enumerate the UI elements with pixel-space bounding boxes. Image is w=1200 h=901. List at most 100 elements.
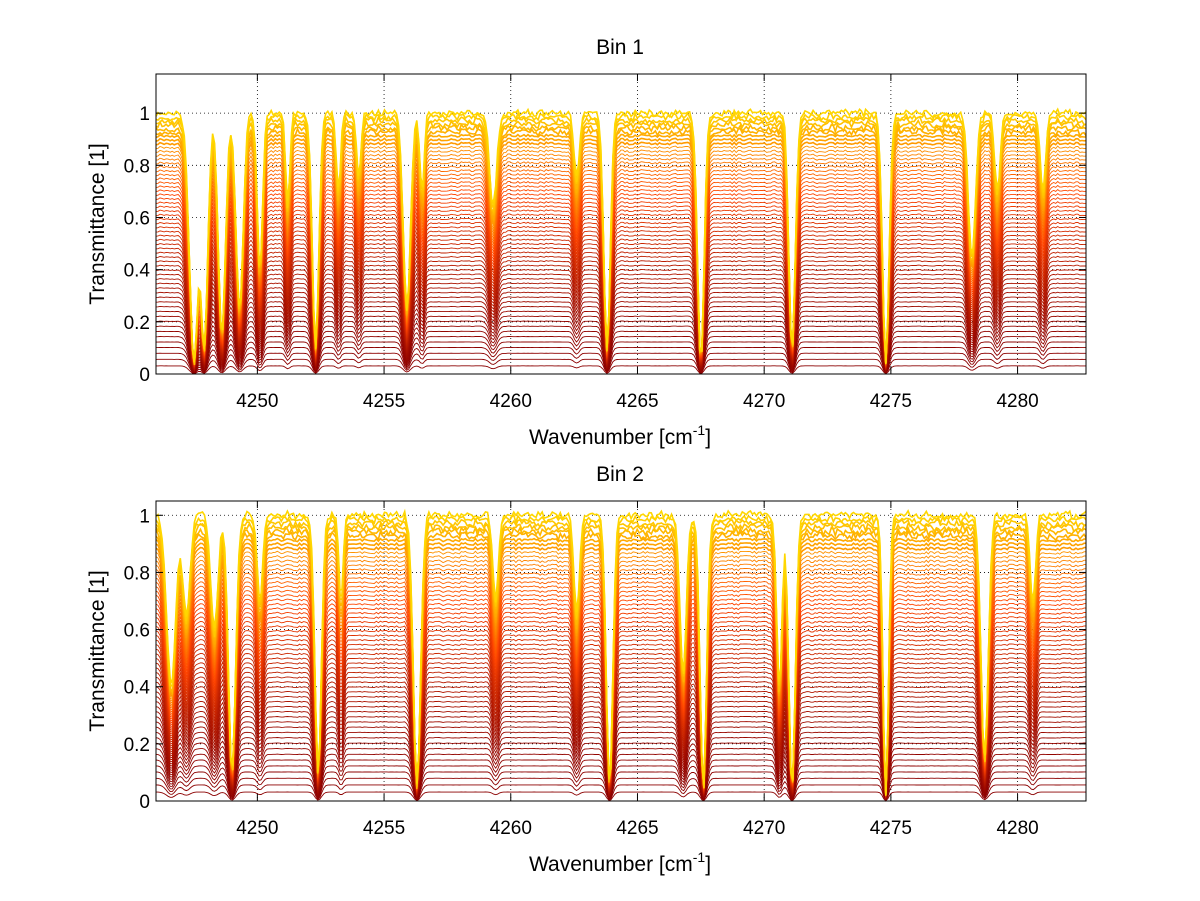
spectrum-line <box>155 638 1087 798</box>
plot-area-bin-1: 4250 4255 4260 4265 4270 4275 4280 0 0.2 0.4 0.6 0.… <box>124 73 1087 412</box>
y-tick-label: 0 <box>139 792 150 813</box>
spectrum-line <box>155 777 1086 802</box>
spectrum-line <box>155 269 1086 370</box>
x-axis-label-bin-1: Wavenumber [cm-1] <box>529 422 711 449</box>
spectrum-line <box>155 629 1087 797</box>
spectrum-line <box>156 352 1086 374</box>
spectrum-line <box>155 358 1087 375</box>
spectrum-line <box>155 652 1086 798</box>
spectrum-line <box>155 336 1087 374</box>
spectrum-line <box>155 607 1087 797</box>
spectrum-line <box>155 765 1086 801</box>
y-tick-label: 0.4 <box>124 261 151 282</box>
y-tick-label: 0.2 <box>124 313 150 334</box>
spectrum-line <box>155 671 1087 798</box>
spectrum-line <box>155 107 1087 365</box>
x-tick-label: 4255 <box>363 391 405 412</box>
x-tick-label: 4275 <box>870 391 912 412</box>
spectrum-line <box>155 737 1086 800</box>
series-group-bin-2 <box>155 508 1087 802</box>
y-tick-label: 0.2 <box>124 735 150 756</box>
spectrum-line <box>155 753 1086 800</box>
spectrum-line <box>155 137 1087 364</box>
y-tick-label: 1 <box>139 506 150 527</box>
spectrum-line <box>156 365 1086 375</box>
y-tick-label: 0 <box>139 365 150 386</box>
subplot-bin-2: Bin 2 4250 4255 4260 4265 4270 4275 4280 0 0.2 0.… <box>86 463 1087 876</box>
ticks-bin-1: 4250 4255 4260 4265 4270 4275 4280 0 0.2 0.4 0.6 0.… <box>124 74 1086 412</box>
x-tick-label: 4265 <box>616 818 658 839</box>
spectrum-line <box>155 161 1087 365</box>
spectrum-line <box>156 341 1086 374</box>
spectrum-line <box>155 620 1087 797</box>
spectrum-line <box>155 310 1087 373</box>
spectrum-line <box>155 690 1087 799</box>
x-tick-label: 4260 <box>490 391 532 412</box>
spectrum-line <box>155 184 1087 366</box>
spectrum-line <box>155 238 1087 369</box>
y-tick-label: 0.6 <box>124 208 150 229</box>
spectrum-line <box>155 330 1086 374</box>
spectrum-line <box>155 517 1087 795</box>
x-tick-label: 4280 <box>996 391 1038 412</box>
x-tick-label: 4280 <box>996 818 1038 839</box>
spectrum-line <box>155 716 1086 800</box>
x-tick-label: 4250 <box>236 818 278 839</box>
spectrum-line <box>155 676 1086 799</box>
axes-frame-bin-1 <box>155 73 1087 375</box>
spectrum-line <box>155 742 1086 800</box>
x-tick-label: 4260 <box>490 818 532 839</box>
spectrum-line <box>155 508 1087 796</box>
spectrum-line <box>155 567 1087 796</box>
spectrum-line <box>155 287 1086 372</box>
spectrum-line <box>155 616 1087 797</box>
y-tick-label: 0.6 <box>124 621 150 642</box>
spectrum-line <box>155 255 1087 369</box>
spectrum-line <box>155 784 1086 802</box>
spectrum-line <box>155 133 1087 364</box>
x-axis-label-bin-2: Wavenumber [cm-1] <box>529 849 711 876</box>
spectrum-line <box>155 576 1087 796</box>
y-axis-label-bin-2: Transmittance [1] <box>86 570 109 731</box>
spectrum-line <box>156 346 1086 374</box>
spectrum-line <box>155 545 1087 795</box>
spectrum-line <box>155 118 1087 365</box>
spectrum-line <box>155 721 1087 800</box>
spectrum-line <box>155 320 1086 373</box>
spectrum-line <box>155 572 1087 796</box>
y-tick-label: 0.8 <box>124 563 150 584</box>
y-tick-label: 0.4 <box>124 678 151 699</box>
spectrum-line <box>155 681 1086 799</box>
spectrum-line <box>155 700 1086 799</box>
spectrum-line <box>155 315 1086 373</box>
spectrum-line <box>155 585 1087 796</box>
spectrum-line <box>155 325 1086 373</box>
x-tick-label: 4250 <box>236 391 278 412</box>
spectrum-line <box>155 188 1087 366</box>
spectrum-line <box>155 710 1086 799</box>
spectrum-line <box>156 791 1086 802</box>
spectrum-line <box>155 611 1086 797</box>
x-tick-label: 4270 <box>743 391 785 412</box>
spectrum-line <box>155 634 1086 798</box>
spectrum-line <box>155 771 1086 802</box>
plot-area-bin-2: 4250 4255 4260 4265 4270 4275 4280 0 0.2 0.4 0.6 0.… <box>124 500 1087 839</box>
spectrum-line <box>155 525 1087 793</box>
spectrum-line <box>155 662 1087 798</box>
axes-frame-bin-2 <box>155 500 1087 802</box>
spectrum-line <box>155 648 1087 798</box>
spectrum-line <box>155 731 1086 800</box>
spectrum-line <box>155 666 1086 798</box>
spectrum-line <box>155 759 1086 801</box>
chart-title-bin-2: Bin 2 <box>596 463 644 486</box>
ticks-bin-2: 4250 4255 4260 4265 4270 4275 4280 0 0.2 0.4 0.6 0.… <box>124 501 1086 839</box>
y-axis-label-bin-1: Transmittance [1] <box>86 143 109 304</box>
spectrum-line <box>155 695 1087 799</box>
spectrum-line <box>155 602 1087 797</box>
spectrum-line <box>155 643 1087 798</box>
x-tick-label: 4275 <box>870 818 912 839</box>
spectrum-line <box>155 705 1086 799</box>
spectrum-line <box>155 213 1086 367</box>
series-group-bin-1 <box>155 107 1087 375</box>
spectrum-line <box>155 657 1087 798</box>
